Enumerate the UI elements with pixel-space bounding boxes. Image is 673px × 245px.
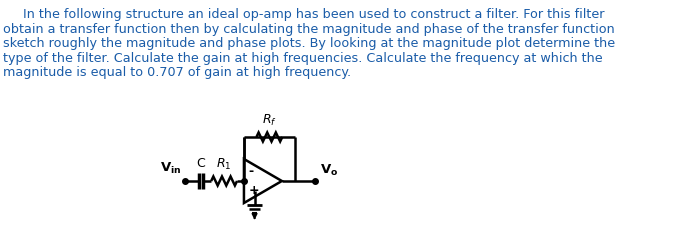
Text: magnitude is equal to 0.707 of gain at high frequency.: magnitude is equal to 0.707 of gain at h… xyxy=(3,66,351,79)
Text: +: + xyxy=(248,184,259,197)
Text: $R_1$: $R_1$ xyxy=(217,157,232,172)
Text: sketch roughly the magnitude and phase plots. By looking at the magnitude plot d: sketch roughly the magnitude and phase p… xyxy=(3,37,614,50)
Text: $\mathbf{V_o}$: $\mathbf{V_o}$ xyxy=(320,163,338,178)
Text: In the following structure an ideal op-amp has been used to construct a filter. : In the following structure an ideal op-a… xyxy=(3,8,604,21)
Text: C: C xyxy=(197,157,205,170)
Text: obtain a transfer function then by calculating the magnitude and phase of the tr: obtain a transfer function then by calcu… xyxy=(3,23,614,36)
Text: $\mathbf{V_{in}}$: $\mathbf{V_{in}}$ xyxy=(160,161,182,176)
Text: $R_f$: $R_f$ xyxy=(262,113,277,128)
Text: type of the filter. Calculate the gain at high frequencies. Calculate the freque: type of the filter. Calculate the gain a… xyxy=(3,51,602,64)
Text: -: - xyxy=(248,165,253,178)
